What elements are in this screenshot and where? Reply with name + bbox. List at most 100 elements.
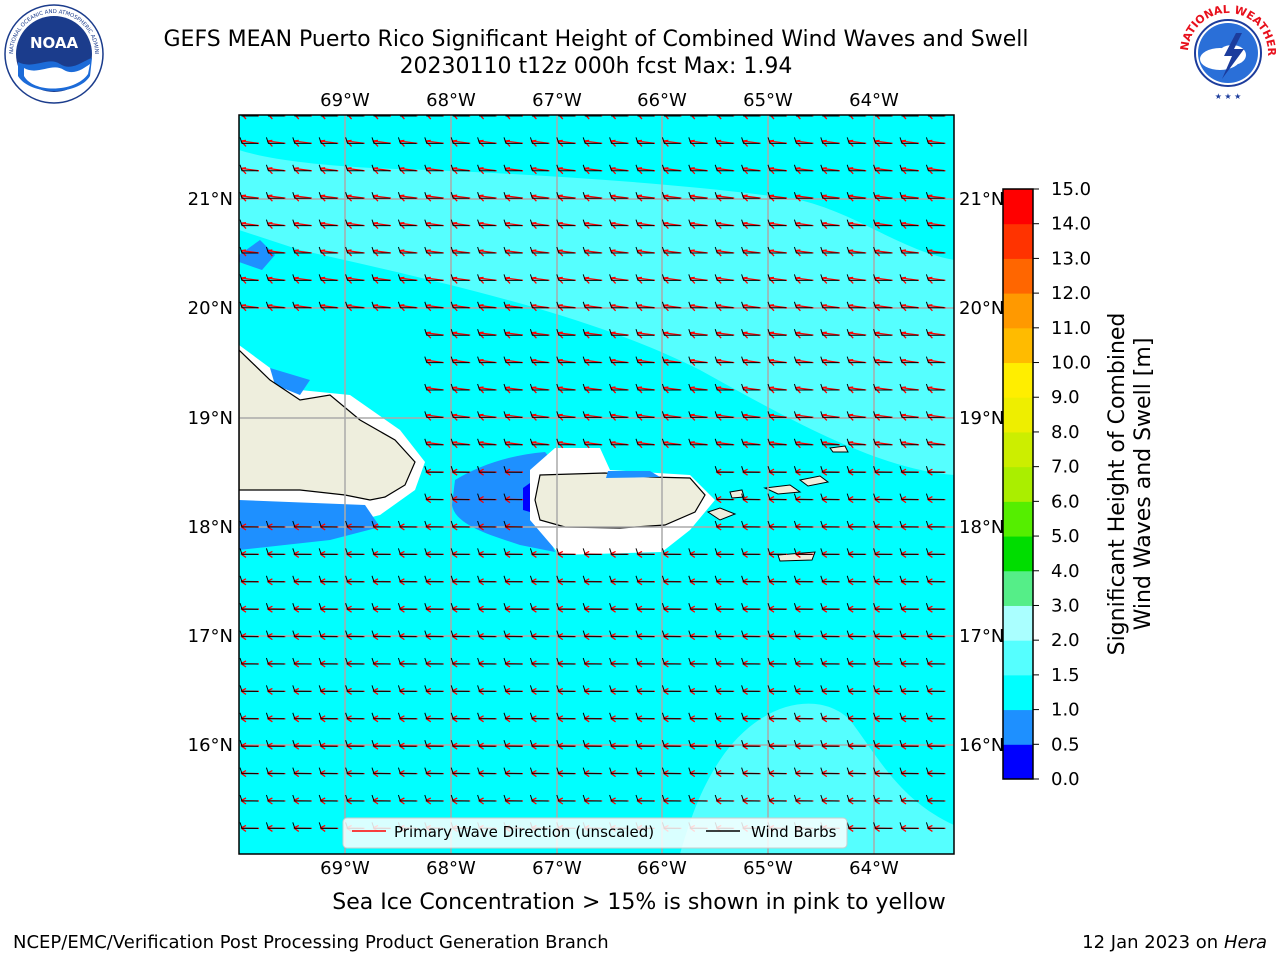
wave-band-light bbox=[239, 115, 954, 475]
wind-barb bbox=[582, 274, 602, 281]
wind-barb bbox=[873, 246, 892, 254]
wind-barb bbox=[609, 356, 628, 364]
wind-barb bbox=[424, 383, 443, 391]
wind-barb bbox=[767, 137, 786, 144]
wind-barb bbox=[582, 383, 602, 391]
wind-barb bbox=[556, 164, 575, 172]
colorbar-tick-label: 14.0 bbox=[1051, 214, 1091, 235]
wind-barb bbox=[635, 356, 654, 364]
wind-barb bbox=[873, 630, 892, 638]
wind-barb bbox=[767, 219, 786, 227]
wind-barb bbox=[741, 794, 760, 802]
virgin-islands-1 bbox=[763, 484, 802, 495]
wind-barb bbox=[741, 164, 760, 172]
wind-barb bbox=[873, 438, 892, 446]
wind-barb bbox=[265, 740, 285, 747]
wind-barb bbox=[478, 115, 496, 117]
wind-barb bbox=[477, 329, 496, 336]
wind-barb bbox=[556, 301, 575, 309]
wind-barb bbox=[265, 548, 285, 555]
wind-barb bbox=[424, 794, 443, 802]
wind-barb bbox=[688, 630, 707, 638]
wind-barb bbox=[529, 438, 549, 446]
colorbar-block bbox=[1003, 327, 1033, 364]
wind-barb bbox=[239, 192, 258, 199]
wind-barb bbox=[556, 329, 575, 336]
wind-barb bbox=[450, 520, 470, 528]
wind-barb bbox=[265, 685, 285, 692]
wind-barb bbox=[688, 548, 707, 555]
wind-barb bbox=[371, 137, 390, 144]
wind-barb bbox=[371, 548, 390, 555]
wind-barb bbox=[450, 438, 470, 446]
wind-barb bbox=[609, 383, 628, 391]
wind-barb bbox=[424, 548, 443, 555]
wind-barb bbox=[345, 274, 364, 281]
wind-barb bbox=[582, 657, 602, 665]
lat-labels-left: 21°N 20°N 19°N 18°N 17°N 16°N bbox=[188, 189, 233, 756]
wind-barb bbox=[714, 685, 734, 692]
wind-barb bbox=[452, 115, 470, 117]
wind-barb bbox=[767, 794, 786, 802]
wind-barb bbox=[714, 192, 734, 199]
wind-barb bbox=[318, 740, 338, 747]
colorbar-tick-label: 10.0 bbox=[1051, 353, 1091, 374]
wind-barb bbox=[793, 164, 813, 172]
culebra-island bbox=[729, 489, 745, 499]
footer-host: Hera bbox=[1223, 932, 1267, 953]
wind-barb bbox=[318, 301, 338, 309]
wind-barb bbox=[477, 137, 496, 144]
wind-barb bbox=[661, 137, 681, 144]
wind-barb bbox=[925, 822, 945, 829]
wind-barb bbox=[767, 164, 786, 172]
anegada-island bbox=[829, 445, 849, 453]
wind-barb bbox=[503, 657, 522, 665]
lon-label-bottom: 65°W bbox=[743, 858, 793, 879]
wind-barb bbox=[424, 438, 443, 446]
wind-barb bbox=[318, 274, 338, 281]
wind-barb bbox=[767, 657, 786, 665]
wind-barb bbox=[265, 246, 285, 254]
wind-barb bbox=[820, 657, 839, 665]
wind-barb bbox=[873, 548, 892, 555]
wind-barb bbox=[450, 383, 470, 391]
wind-barb bbox=[531, 115, 549, 117]
wind-barb bbox=[318, 685, 338, 692]
wind-barb bbox=[899, 630, 918, 638]
colorbar-block bbox=[1003, 293, 1033, 329]
wind-barb bbox=[689, 115, 707, 117]
wind-barb bbox=[899, 164, 918, 172]
wind-barb bbox=[503, 767, 522, 775]
wind-barb bbox=[714, 274, 734, 281]
wind-barb bbox=[477, 712, 496, 720]
wind-barb bbox=[529, 794, 549, 802]
lon-labels-bottom: 69°W 68°W 67°W 66°W 65°W 64°W bbox=[320, 858, 899, 879]
wind-barb bbox=[556, 657, 575, 665]
wind-barb bbox=[503, 466, 522, 473]
wind-barb bbox=[397, 630, 417, 638]
wind-barb bbox=[424, 657, 443, 665]
wind-barb bbox=[503, 246, 522, 254]
wind-barb bbox=[899, 575, 918, 583]
colorbar-block bbox=[1003, 709, 1033, 745]
colorbar-block bbox=[1003, 431, 1033, 468]
wind-barb bbox=[925, 630, 945, 638]
wind-barb bbox=[846, 466, 866, 473]
wind-barb bbox=[424, 712, 443, 720]
wind-barb bbox=[318, 794, 338, 802]
lat-label-right: 20°N bbox=[959, 298, 1004, 319]
wind-barb bbox=[477, 164, 496, 172]
wind-barb bbox=[741, 575, 760, 583]
wind-barb bbox=[688, 246, 707, 254]
wind-barb bbox=[741, 383, 760, 391]
wind-barb bbox=[371, 712, 390, 720]
wind-barb bbox=[688, 603, 707, 610]
wind-barb bbox=[899, 192, 918, 199]
wind-barb bbox=[239, 630, 258, 638]
wind-barb bbox=[767, 740, 786, 747]
wind-barb bbox=[899, 137, 918, 144]
wind-barb bbox=[371, 657, 390, 665]
wind-barb bbox=[609, 794, 628, 802]
wind-barb bbox=[292, 301, 311, 309]
wind-barb bbox=[345, 657, 364, 665]
